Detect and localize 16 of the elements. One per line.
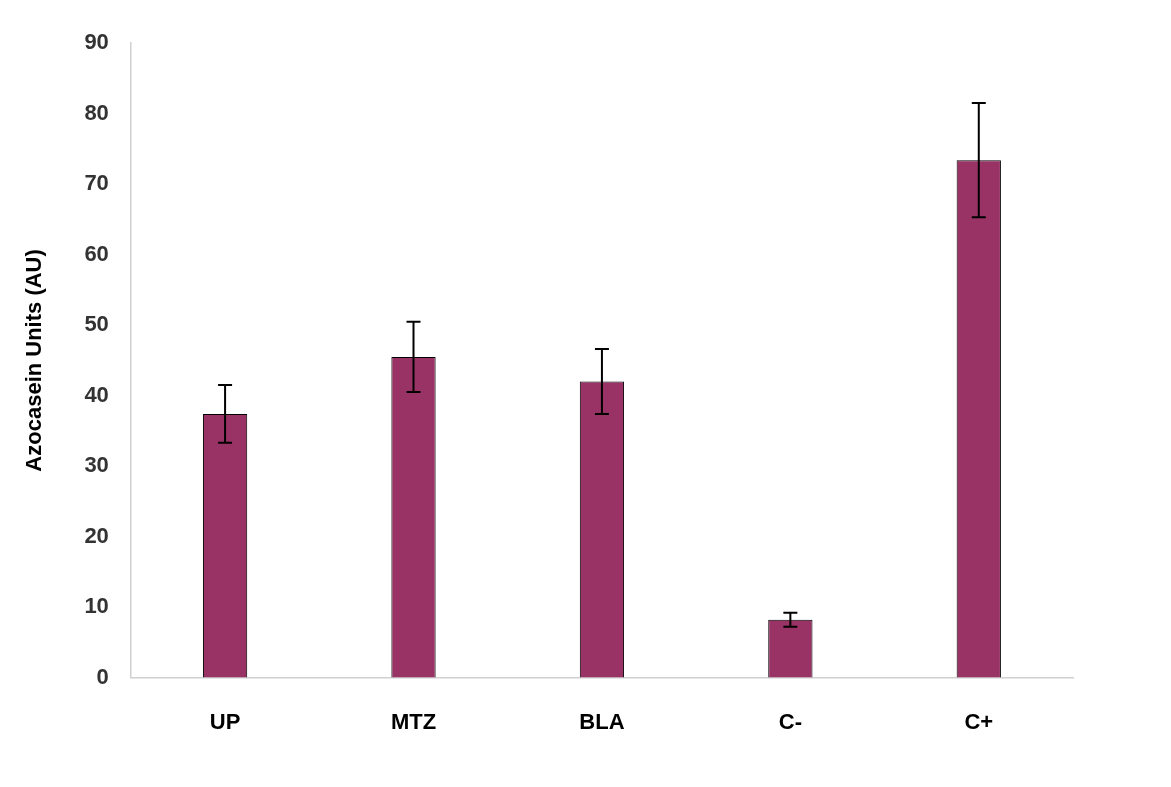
x-tick-label: BLA (579, 708, 625, 734)
x-tick-label: C+ (964, 708, 994, 734)
x-tick-label: UP (209, 708, 241, 734)
x-tick-label: C- (778, 708, 802, 734)
y-tick-label: 10 (84, 593, 109, 619)
y-tick-label: 60 (84, 240, 109, 266)
y-tick-label: 20 (84, 522, 109, 548)
y-tick-label: 90 (84, 29, 109, 55)
x-tick-label: MTZ (390, 708, 437, 734)
y-tick-label: 30 (84, 452, 109, 478)
y-axis-title: Azocasein Units (AU) (21, 249, 47, 472)
y-tick-label: 50 (84, 311, 109, 337)
y-tick-label: 40 (84, 381, 109, 407)
y-tick-label: 70 (84, 170, 109, 196)
y-tick-label: 0 (96, 663, 109, 689)
y-tick-label: 80 (84, 99, 109, 125)
